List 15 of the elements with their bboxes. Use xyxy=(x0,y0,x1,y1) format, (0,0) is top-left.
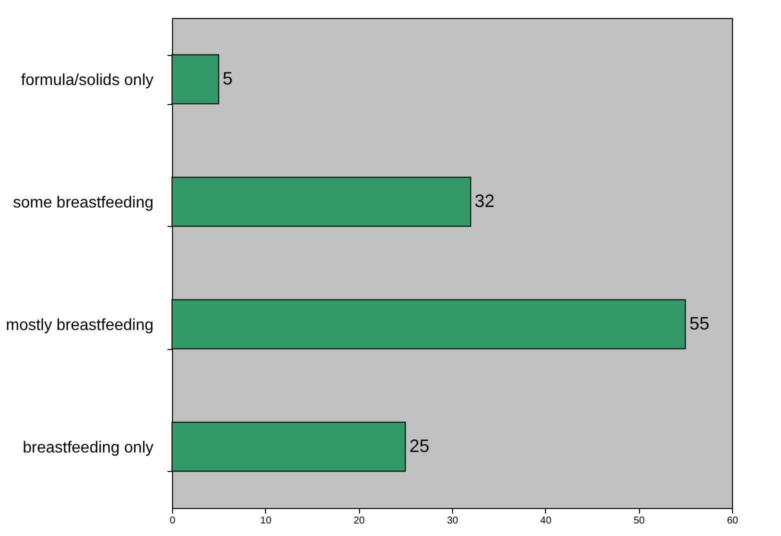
y-tick-label: formula/solids only xyxy=(21,72,154,89)
data-label: 32 xyxy=(474,190,495,211)
x-tick-label: 10 xyxy=(260,516,272,526)
y-tick-label: some breastfeeding xyxy=(12,194,154,212)
x-tick-label: 60 xyxy=(726,516,738,526)
data-label: 25 xyxy=(409,436,430,456)
data-label: 5 xyxy=(222,68,233,88)
x-tick-label: 20 xyxy=(354,516,366,526)
x-tick-label: 40 xyxy=(540,516,552,526)
x-tick-label: 30 xyxy=(446,516,458,526)
x-tick-label: 50 xyxy=(634,516,646,526)
y-tick-label: breastfeeding only xyxy=(22,439,154,456)
y-tick-label: mostly breastfeeding xyxy=(6,316,154,334)
x-tick-label: 0 xyxy=(170,516,176,526)
data-label: 55 xyxy=(689,313,710,334)
